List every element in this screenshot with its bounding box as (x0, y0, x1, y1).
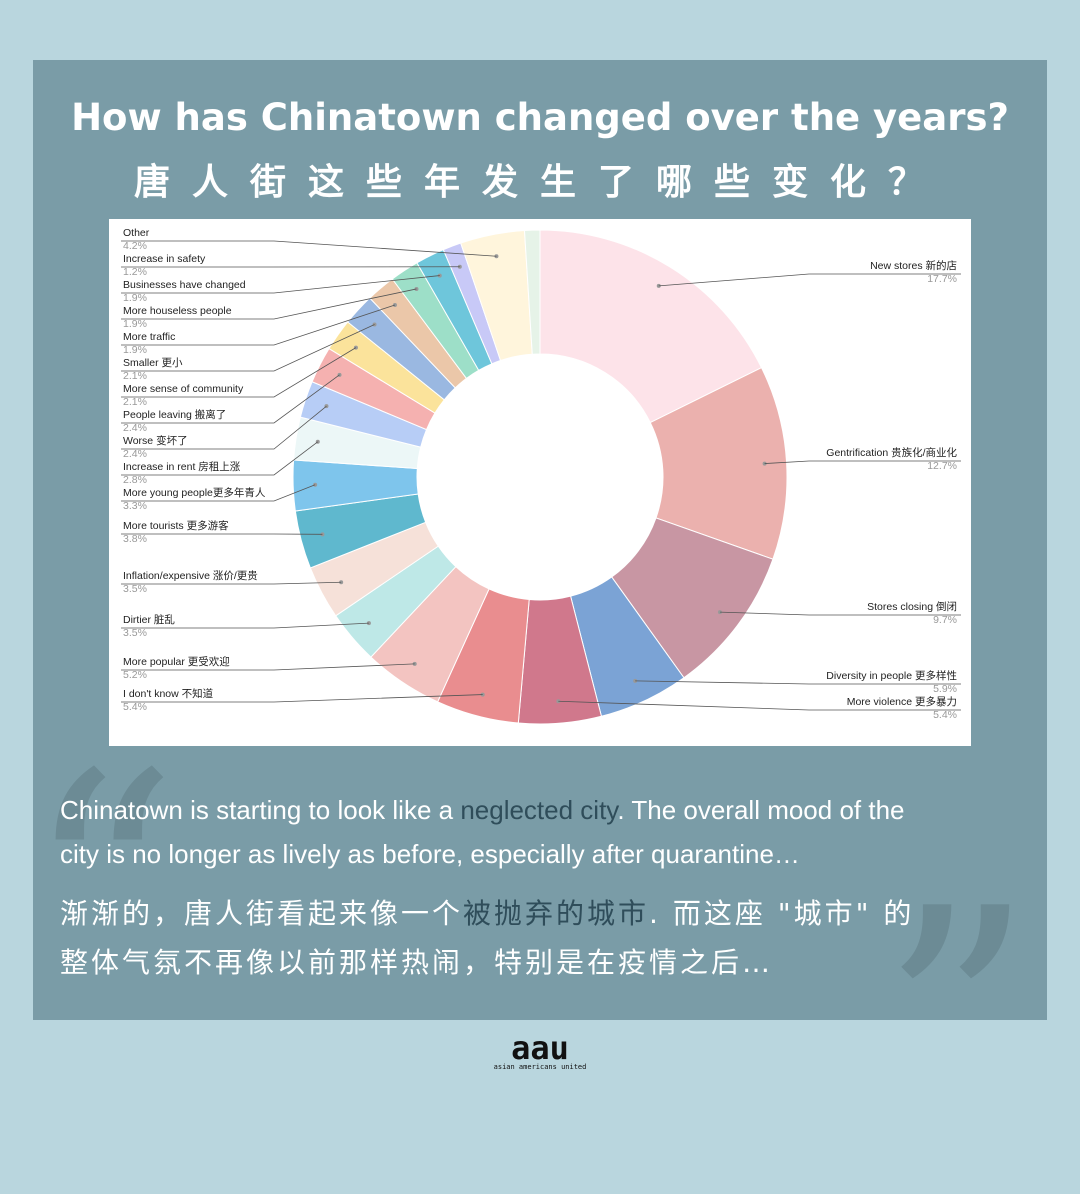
quote-english-line-2: city is no longer as lively as before, e… (60, 833, 1040, 875)
data-label: Dirtier 脏乱 (123, 613, 175, 626)
quote-chinese-line-2: 整体气氛不再像以前那样热闹，特别是在疫情之后… (60, 941, 1050, 985)
logo-subtitle: asian americans united (0, 1063, 1080, 1071)
data-value-label: 4.2% (123, 240, 147, 252)
data-label: Other (123, 227, 150, 239)
data-value-label: 5.4% (933, 709, 957, 721)
quote-text: . 而这座 "城市" 的 (649, 897, 914, 930)
data-label: Inflation/expensive 涨价/更贵 (123, 569, 258, 582)
data-label: Businesses have changed (123, 279, 246, 291)
data-label: People leaving 搬离了 (123, 408, 226, 421)
data-value-label: 3.8% (123, 533, 147, 545)
data-value-label: 2.8% (123, 474, 147, 486)
data-value-label: 12.7% (927, 460, 957, 472)
data-label: More traffic (123, 331, 175, 343)
data-label: Worse 变坏了 (123, 434, 188, 447)
data-label: More tourists 更多游客 (123, 519, 229, 532)
data-value-label: 5.9% (933, 683, 957, 695)
data-label: More sense of community (123, 383, 244, 395)
data-value-label: 3.3% (123, 500, 147, 512)
data-label: I don't know 不知道 (123, 687, 214, 700)
quote-chinese-line-1: 渐渐的，唐人街看起来像一个被抛弃的城市. 而这座 "城市" 的 (60, 892, 1050, 936)
data-value-label: 2.4% (123, 422, 147, 434)
aau-logo: aau asian americans united (0, 1033, 1080, 1071)
data-label: New stores 新的店 (870, 259, 957, 272)
data-value-label: 1.9% (123, 344, 147, 356)
quote-text: 渐渐的，唐人街看起来像一个 (60, 897, 463, 930)
callout-dot (393, 303, 397, 307)
data-label: Diversity in people 更多样性 (826, 669, 957, 682)
data-value-label: 3.5% (123, 583, 147, 595)
open-quote-icon: “ (25, 735, 178, 1035)
page-title: How has Chinatown changed over the years… (0, 96, 1080, 139)
data-value-label: 3.5% (123, 627, 147, 639)
quote-text: Chinatown is starting to look like a (60, 795, 460, 825)
data-value-label: 1.9% (123, 318, 147, 330)
callout-line (659, 274, 961, 286)
data-label: Gentrification 贵族化/商业化 (826, 446, 957, 459)
data-label: Smaller 更小 (123, 357, 183, 369)
quote-highlight: 被抛弃的城市 (463, 897, 649, 930)
quote-text: . The overall mood of the (617, 795, 904, 825)
data-value-label: 9.7% (933, 614, 957, 626)
data-value-label: 2.1% (123, 370, 147, 382)
callout-line (121, 582, 341, 584)
quote-highlight: neglected city (460, 795, 617, 825)
data-label: Stores closing 倒闭 (867, 600, 957, 613)
data-label: More popular 更受欢迎 (123, 655, 230, 668)
quote-english-line-1: Chinatown is starting to look like a neg… (60, 789, 1040, 831)
page-title-chinese: 唐人街这些年发生了哪些变化？ (0, 153, 1080, 205)
data-value-label: 1.2% (123, 266, 147, 278)
data-label: More young people更多年青人 (123, 486, 266, 499)
data-value-label: 17.7% (927, 273, 957, 285)
logo-mark: aau (0, 1033, 1080, 1063)
callout-dot (373, 323, 377, 327)
data-label: More houseless people (123, 305, 232, 317)
data-label: Increase in rent 房租上涨 (123, 460, 241, 473)
data-value-label: 2.4% (123, 448, 147, 460)
data-value-label: 1.9% (123, 292, 147, 304)
data-value-label: 2.1% (123, 396, 147, 408)
data-label: Increase in safety (123, 253, 206, 265)
data-value-label: 5.2% (123, 669, 147, 681)
data-label: More violence 更多暴力 (847, 695, 957, 708)
